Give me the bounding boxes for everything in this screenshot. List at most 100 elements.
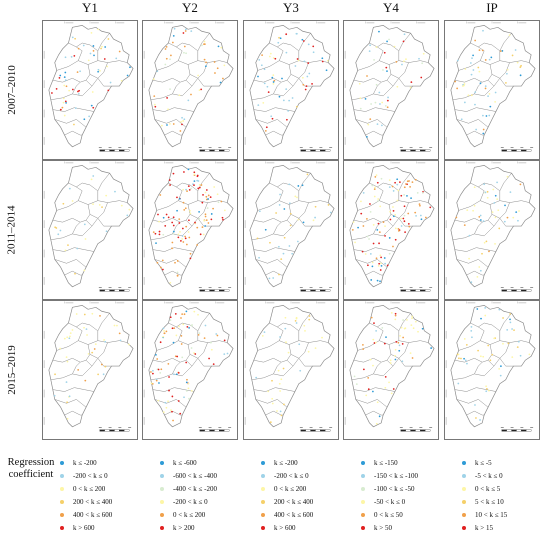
coefficient-dot xyxy=(297,59,300,62)
coefficient-dot xyxy=(166,97,168,99)
row-label-3: 2015–2019 xyxy=(2,300,22,440)
coefficient-dot xyxy=(368,238,370,240)
coefficient-dot xyxy=(394,354,396,357)
graticule-label-mark xyxy=(291,162,300,164)
coefficient-dot xyxy=(375,341,377,344)
coefficient-dot xyxy=(488,58,491,61)
region-outline xyxy=(349,25,435,148)
coefficient-dot xyxy=(479,269,482,272)
scale-bar-segment xyxy=(204,149,210,152)
coefficient-dot xyxy=(71,88,74,91)
graticule-label-mark xyxy=(366,22,375,24)
coefficient-dot xyxy=(92,49,95,52)
graticule-label-mark xyxy=(344,109,346,118)
coefficient-dot xyxy=(65,85,68,88)
graticule-label-mark xyxy=(244,137,246,145)
coefficient-dot xyxy=(488,114,491,117)
coefficient-dot xyxy=(173,27,176,30)
coefficient-dot xyxy=(498,308,501,311)
coefficient-dot xyxy=(470,73,473,76)
coefficient-dot xyxy=(485,240,488,243)
coefficient-dot xyxy=(307,62,310,64)
coefficient-dot xyxy=(372,390,374,393)
graticule-label-mark xyxy=(467,22,476,24)
graticule-label-mark xyxy=(266,302,275,304)
coefficient-dot xyxy=(279,336,281,338)
graticule-label-mark xyxy=(244,249,246,258)
coefficient-dot xyxy=(281,77,283,80)
coefficient-dot xyxy=(83,269,86,272)
coefficient-dot xyxy=(205,195,208,198)
coefficient-dot xyxy=(156,70,159,73)
coefficient-dot xyxy=(388,186,391,188)
scale-bar-segment xyxy=(204,289,210,292)
coefficient-dot xyxy=(484,314,487,317)
coefficient-dot xyxy=(406,194,408,197)
coefficient-dot xyxy=(494,194,497,197)
column-header-y1: Y1 xyxy=(82,0,98,15)
coefficient-dot xyxy=(477,66,480,69)
coefficient-dot xyxy=(301,184,304,187)
legend-label: k > 200 xyxy=(173,523,195,532)
coefficient-dot xyxy=(296,240,299,243)
coefficient-dot xyxy=(394,314,397,317)
admin-boundary xyxy=(52,217,87,223)
admin-boundary xyxy=(355,399,388,408)
coefficient-dot xyxy=(59,347,62,350)
coefficient-dot xyxy=(305,85,308,87)
scale-bar-label-mark xyxy=(218,287,222,288)
coefficient-dot xyxy=(69,335,71,338)
coefficient-dot xyxy=(382,221,385,223)
coefficient-dot xyxy=(178,94,181,97)
graticule-label-mark xyxy=(291,22,300,24)
admin-boundary xyxy=(253,357,288,363)
map-panel-y3-3 xyxy=(243,300,339,440)
coefficient-dot xyxy=(488,93,491,95)
scale-bar-segment xyxy=(204,429,210,432)
graticule-label-mark xyxy=(43,220,45,229)
scale-bar-segment xyxy=(305,289,311,292)
graticule-label-mark xyxy=(244,190,246,199)
coefficient-dot xyxy=(176,260,179,262)
coefficient-dot xyxy=(171,241,174,244)
admin-boundary xyxy=(154,399,187,408)
coefficient-dot xyxy=(361,250,364,253)
coefficient-dot xyxy=(395,61,398,63)
coefficient-dot xyxy=(77,369,80,371)
admin-boundary xyxy=(52,357,87,363)
coefficient-dot xyxy=(378,415,381,418)
legend-item: -100 < k ≤ -50 xyxy=(361,482,459,495)
scale-bar-segment xyxy=(124,149,130,152)
coefficient-dot xyxy=(70,56,73,58)
legend-item: k ≤ -5 xyxy=(462,456,550,469)
legend-item: 200 < k ≤ 400 xyxy=(60,495,158,508)
coefficient-dot xyxy=(186,378,188,381)
admin-boundary xyxy=(458,340,530,351)
coefficient-dot xyxy=(509,313,511,315)
coefficient-dot xyxy=(388,237,391,239)
coefficient-dot xyxy=(104,46,107,48)
graticule-ticks xyxy=(143,21,225,145)
coefficient-dot xyxy=(368,50,371,53)
scale-bar-label-mark xyxy=(500,427,504,428)
coefficient-dot xyxy=(380,256,382,259)
coefficient-dot xyxy=(201,201,204,204)
coefficient-dot xyxy=(463,101,466,104)
coefficient-dot xyxy=(457,382,460,385)
coefficient-dot xyxy=(181,356,184,359)
coefficient-dot xyxy=(482,355,485,358)
coefficient-dot xyxy=(153,95,156,97)
coefficient-dot xyxy=(496,181,498,184)
coefficient-dot xyxy=(196,244,199,246)
coefficient-dot xyxy=(278,273,280,276)
coefficient-dot xyxy=(506,328,509,331)
admin-boundary xyxy=(168,313,210,332)
coefficient-dot xyxy=(494,216,497,219)
admin-boundary xyxy=(353,107,395,112)
coefficient-dot xyxy=(109,81,112,84)
coefficient-dot xyxy=(172,341,175,344)
scale-bar-label-mark xyxy=(118,287,122,288)
scale-bar-segment xyxy=(511,289,517,292)
coefficient-dot xyxy=(198,89,201,91)
coefficient-dot xyxy=(392,206,394,208)
